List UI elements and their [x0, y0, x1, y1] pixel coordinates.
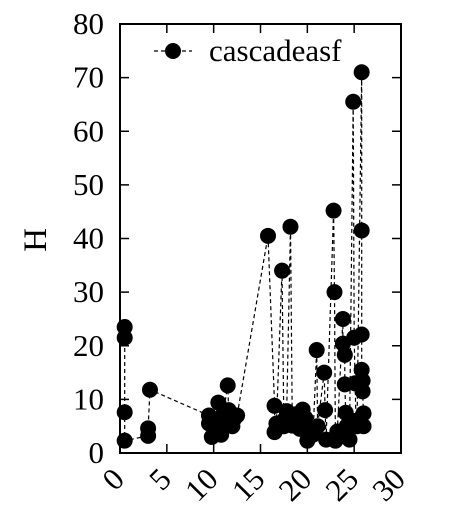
- data-point: [316, 364, 333, 381]
- x-tick-label: 5: [142, 461, 178, 497]
- data-point: [353, 326, 370, 343]
- y-axis-label: H: [18, 228, 54, 252]
- data-point: [308, 342, 325, 359]
- data-point: [334, 310, 351, 327]
- legend-marker: [165, 43, 181, 59]
- data-point: [309, 418, 326, 435]
- data-point: [353, 222, 370, 239]
- legend: cascadeasf: [154, 33, 342, 68]
- data-point: [341, 431, 358, 448]
- plot-frame: [119, 23, 402, 454]
- y-tick-label: 50: [73, 167, 104, 202]
- y-tick-label: 40: [73, 221, 104, 256]
- data-point: [141, 381, 158, 398]
- data-point: [282, 218, 299, 235]
- data-point: [266, 397, 283, 414]
- x-tick-label: 20: [272, 461, 319, 508]
- data-point: [336, 346, 353, 363]
- y-tick-label: 0: [89, 435, 105, 470]
- series-layer: [116, 64, 372, 449]
- x-tick-label: 15: [225, 461, 272, 508]
- series-line: [124, 72, 365, 442]
- data-point: [259, 227, 276, 244]
- x-tick-label: 25: [318, 461, 365, 508]
- data-point: [355, 405, 372, 422]
- y-tick-label: 60: [73, 113, 104, 148]
- y-tick-label: 80: [73, 6, 104, 41]
- y-tick-label: 70: [73, 60, 104, 95]
- data-point: [140, 420, 157, 437]
- legend-label: cascadeasf: [209, 33, 342, 68]
- y-tick-label: 10: [73, 381, 104, 416]
- x-tick-label: 0: [95, 461, 131, 497]
- data-point: [219, 377, 236, 394]
- data-point: [355, 418, 372, 435]
- data-point: [229, 407, 246, 424]
- data-point: [274, 262, 291, 279]
- data-point: [353, 64, 370, 81]
- y-tick-label: 20: [73, 328, 104, 363]
- y-tick-label: 30: [73, 274, 104, 309]
- x-tick-label: 10: [178, 461, 225, 508]
- data-point: [345, 93, 362, 110]
- data-point: [354, 383, 371, 400]
- data-point: [317, 402, 334, 419]
- data-point: [325, 202, 342, 219]
- data-point: [326, 284, 343, 301]
- x-tick-label: 30: [365, 461, 412, 508]
- data-point: [213, 426, 230, 443]
